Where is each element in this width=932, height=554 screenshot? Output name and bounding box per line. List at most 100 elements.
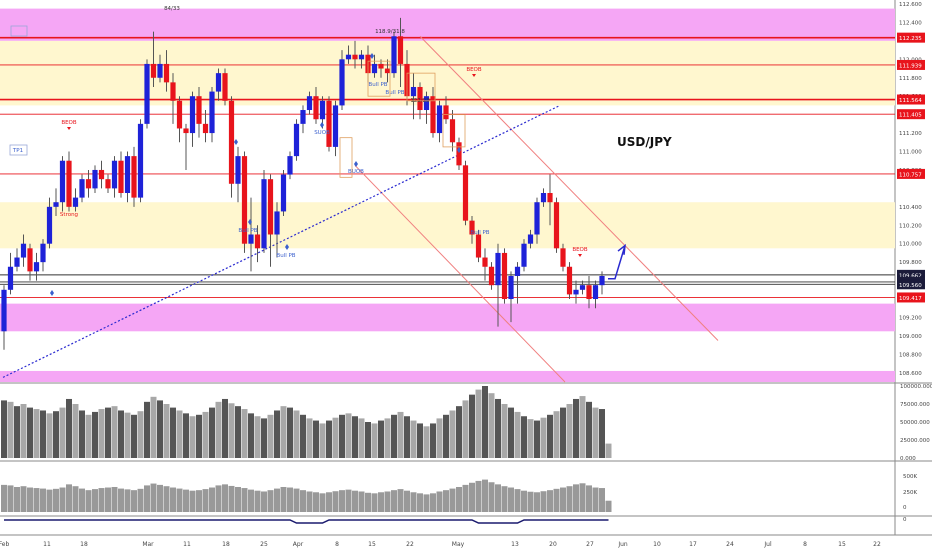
candle-body <box>579 285 586 290</box>
candle-body <box>488 266 495 286</box>
volume-bar <box>365 422 371 458</box>
volume-bar <box>339 414 345 458</box>
candle-body <box>176 100 183 129</box>
lower-volume-bar <box>20 486 27 512</box>
lower-volume-bar <box>501 486 508 512</box>
volume-bar <box>248 413 254 458</box>
lower-tick-label: 250K <box>903 490 917 496</box>
lower-volume-bar <box>267 490 274 512</box>
projection-arrowhead <box>617 243 626 255</box>
volume-bar <box>287 407 293 458</box>
lower-volume-bar <box>59 487 66 512</box>
level-label-text: 110.757 <box>899 172 922 178</box>
candle-body <box>235 156 241 184</box>
candle-body <box>209 91 215 134</box>
volume-bar <box>345 413 352 458</box>
volume-bar <box>592 407 599 458</box>
price-tick-label: 109.200 <box>899 315 922 321</box>
candle-body <box>352 54 358 60</box>
time-tick-label: May <box>452 541 465 548</box>
channel-lower-line <box>354 164 566 383</box>
volume-bar <box>599 409 605 458</box>
volume-bar <box>59 407 66 458</box>
lower-volume-bar <box>293 488 300 512</box>
candle-body <box>456 142 462 166</box>
lower-volume-bar <box>579 483 586 512</box>
candle-body <box>495 252 501 286</box>
candle-body <box>33 262 40 272</box>
bear-signal-marker <box>67 202 71 205</box>
volume-bar <box>124 412 131 458</box>
annotation-label: BUOB <box>348 169 364 175</box>
candle-body <box>170 82 176 101</box>
lower-volume-bar <box>118 488 124 512</box>
volume-bar <box>423 426 430 458</box>
candle-body <box>339 59 345 106</box>
volume-bar <box>85 414 92 458</box>
candle-body <box>98 169 105 180</box>
lower-volume-bar <box>228 485 235 512</box>
volume-bar <box>72 404 79 458</box>
lower-volume-bar <box>306 491 313 512</box>
lower-volume-bar <box>196 490 202 512</box>
lower-tick-label: 500K <box>903 474 917 480</box>
candle-body <box>248 234 254 244</box>
candle-body <box>573 289 579 295</box>
volume-bar <box>267 414 274 458</box>
candle-body <box>449 119 456 143</box>
volume-bar <box>118 410 124 458</box>
candle-body <box>462 165 469 221</box>
volume-tick-label: 50000.000 <box>900 420 930 426</box>
dotted-trendline <box>2 104 561 378</box>
candle-body <box>501 252 508 300</box>
level-label-box <box>897 94 925 105</box>
volume-bar <box>196 414 202 458</box>
lower-volume-bar <box>566 486 573 512</box>
candle-body <box>397 36 404 64</box>
lower-volume-bar <box>137 488 144 512</box>
volume-bar <box>573 398 579 458</box>
candle-body <box>599 275 605 286</box>
candle-body <box>527 234 534 244</box>
volume-bar <box>566 404 573 458</box>
annotation-label: Bull PB <box>238 228 257 234</box>
volume-bar <box>514 411 521 458</box>
candle-body <box>306 96 313 111</box>
volume-bar <box>586 401 592 458</box>
level-label-box <box>897 32 925 43</box>
candle-body <box>274 211 280 235</box>
price-tick-label: 109.800 <box>899 260 922 266</box>
volume-bar <box>14 406 20 458</box>
lower-volume-bar <box>573 484 579 512</box>
candle-body <box>482 257 488 267</box>
candle-body <box>150 63 157 78</box>
time-tick-label: 8 <box>335 541 339 548</box>
bull-signal-marker <box>354 161 358 167</box>
lower-volume-bar <box>423 494 430 512</box>
time-tick-label: 25 <box>260 541 268 548</box>
lower-volume-bar <box>105 487 111 512</box>
time-tick-label: Jul <box>763 541 772 548</box>
level-label-box <box>897 292 925 303</box>
volume-tick-label: 75000.000 <box>900 402 930 408</box>
annotation-label: 84/33 <box>164 6 180 12</box>
candle-body <box>163 63 170 83</box>
candle-body <box>469 220 475 235</box>
volume-bar <box>293 410 300 458</box>
lower-volume-bar <box>163 486 170 512</box>
candle-body <box>423 96 430 111</box>
bull-signal-marker <box>370 53 374 59</box>
lower-volume-bar <box>404 490 410 512</box>
level-label-box <box>897 279 925 290</box>
volume-bar <box>352 416 358 458</box>
volume-bar <box>53 411 59 458</box>
level-label-text: 111.564 <box>899 98 922 104</box>
lower-volume-bar <box>183 489 189 512</box>
candle-body <box>378 63 384 69</box>
bottom-band <box>0 370 895 382</box>
osc-tick-label: 0 <box>903 517 907 523</box>
volume-bar <box>105 407 111 458</box>
volume-bar <box>261 418 267 458</box>
lower-volume-bar <box>599 488 605 512</box>
